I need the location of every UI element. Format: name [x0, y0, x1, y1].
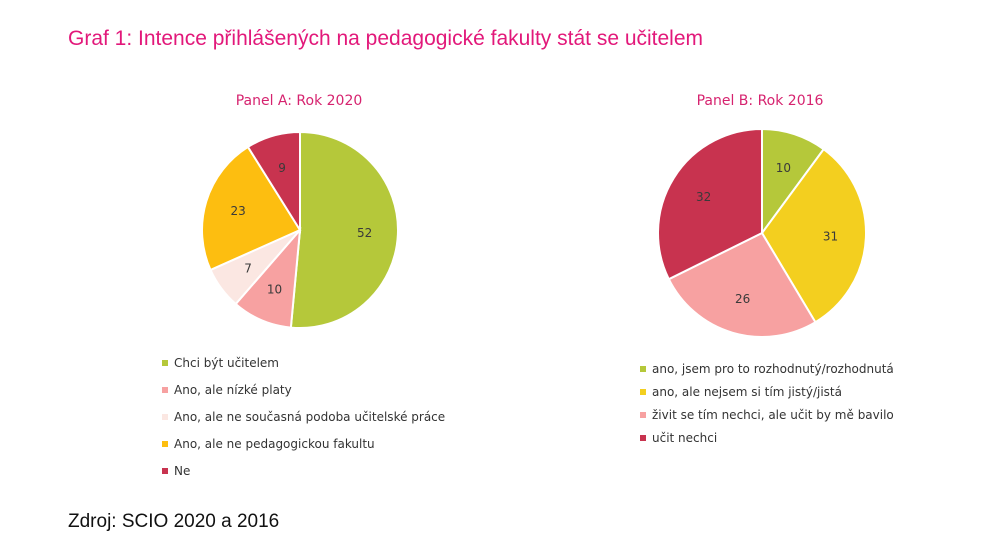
- legend-item: Ne: [162, 457, 445, 484]
- legend-swatch: [640, 434, 646, 441]
- legend-label: živit se tím nechci, ale učit by mě bavi…: [652, 407, 894, 422]
- legend-panel-a: Chci být učitelem Ano, ale nízké platy Ano…: [162, 349, 445, 484]
- legend-panel-b: ano, jsem pro to rozhodnutý/rozhodnutá an…: [640, 357, 894, 449]
- legend-item: ano, jsem pro to rozhodnutý/rozhodnutá: [640, 357, 894, 380]
- legend-swatch: [162, 467, 168, 474]
- legend-label: Ano, ale ne současná podoba učitelské pr…: [174, 409, 446, 424]
- pie-slice-b-2: [667, 231, 817, 338]
- pie-slice-value-label: 32: [696, 190, 711, 204]
- source-note: Zdroj: SCIO 2020 a 2016: [68, 511, 280, 532]
- legend-label: ano, ale nejsem si tím jistý/jistá: [652, 384, 842, 399]
- legend-item: Chci být učitelem: [162, 349, 445, 376]
- legend-swatch: [162, 359, 168, 366]
- legend-item: Ano, ale ne současná podoba učitelské pr…: [162, 403, 445, 430]
- legend-item: Ano, ale nízké platy: [162, 376, 445, 403]
- legend-label: Ne: [174, 463, 191, 478]
- legend-swatch: [162, 386, 168, 393]
- legend-label: učit nechci: [652, 430, 718, 445]
- legend-item: živit se tím nechci, ale učit by mě bavi…: [640, 403, 894, 426]
- pie-slice-value-label: 52: [357, 226, 372, 240]
- panel-a-title: Panel A: Rok 2020: [235, 93, 363, 109]
- legend-swatch: [640, 365, 646, 372]
- pie-slice-value-label: 10: [267, 282, 282, 296]
- legend-swatch: [640, 388, 646, 395]
- pie-slice-a-4: [246, 130, 301, 234]
- legend-swatch: [162, 440, 168, 447]
- pie-chart-panel-b: 10 31 26 32: [657, 127, 867, 338]
- chart-figure-title: Graf 1: Intence přihlášených na pedagogi…: [68, 27, 704, 50]
- panel-b-title: Panel B: Rok 2016: [696, 93, 824, 109]
- pie-slice-value-label: 9: [278, 161, 286, 175]
- legend-swatch: [640, 411, 646, 418]
- pie-slice-value-label: 26: [735, 292, 750, 306]
- pie-slice-b-1: [760, 147, 867, 324]
- pie-slice-a-3: [201, 145, 302, 272]
- legend-label: Ano, ale ne pedagogickou fakultu: [174, 436, 375, 451]
- pie-slice-b-3: [657, 127, 763, 281]
- legend-label: Chci být učitelem: [174, 355, 279, 370]
- legend-item: učit nechci: [640, 426, 894, 449]
- pie-slice-value-label: 31: [823, 229, 838, 243]
- legend-item: ano, ale nejsem si tím jistý/jistá: [640, 380, 894, 403]
- legend-swatch: [162, 413, 168, 420]
- legend-item: Ano, ale ne pedagogickou fakultu: [162, 430, 445, 457]
- pie-slice-value-label: 10: [776, 161, 791, 175]
- pie-chart-panel-a: 52 10 7 23 9: [201, 130, 399, 329]
- pie-slice-value-label: 7: [244, 262, 252, 276]
- legend-label: Ano, ale nízké platy: [174, 382, 292, 397]
- pie-slice-value-label: 23: [230, 204, 245, 218]
- pie-slice-a-0: [289, 130, 399, 329]
- legend-label: ano, jsem pro to rozhodnutý/rozhodnutá: [652, 361, 894, 376]
